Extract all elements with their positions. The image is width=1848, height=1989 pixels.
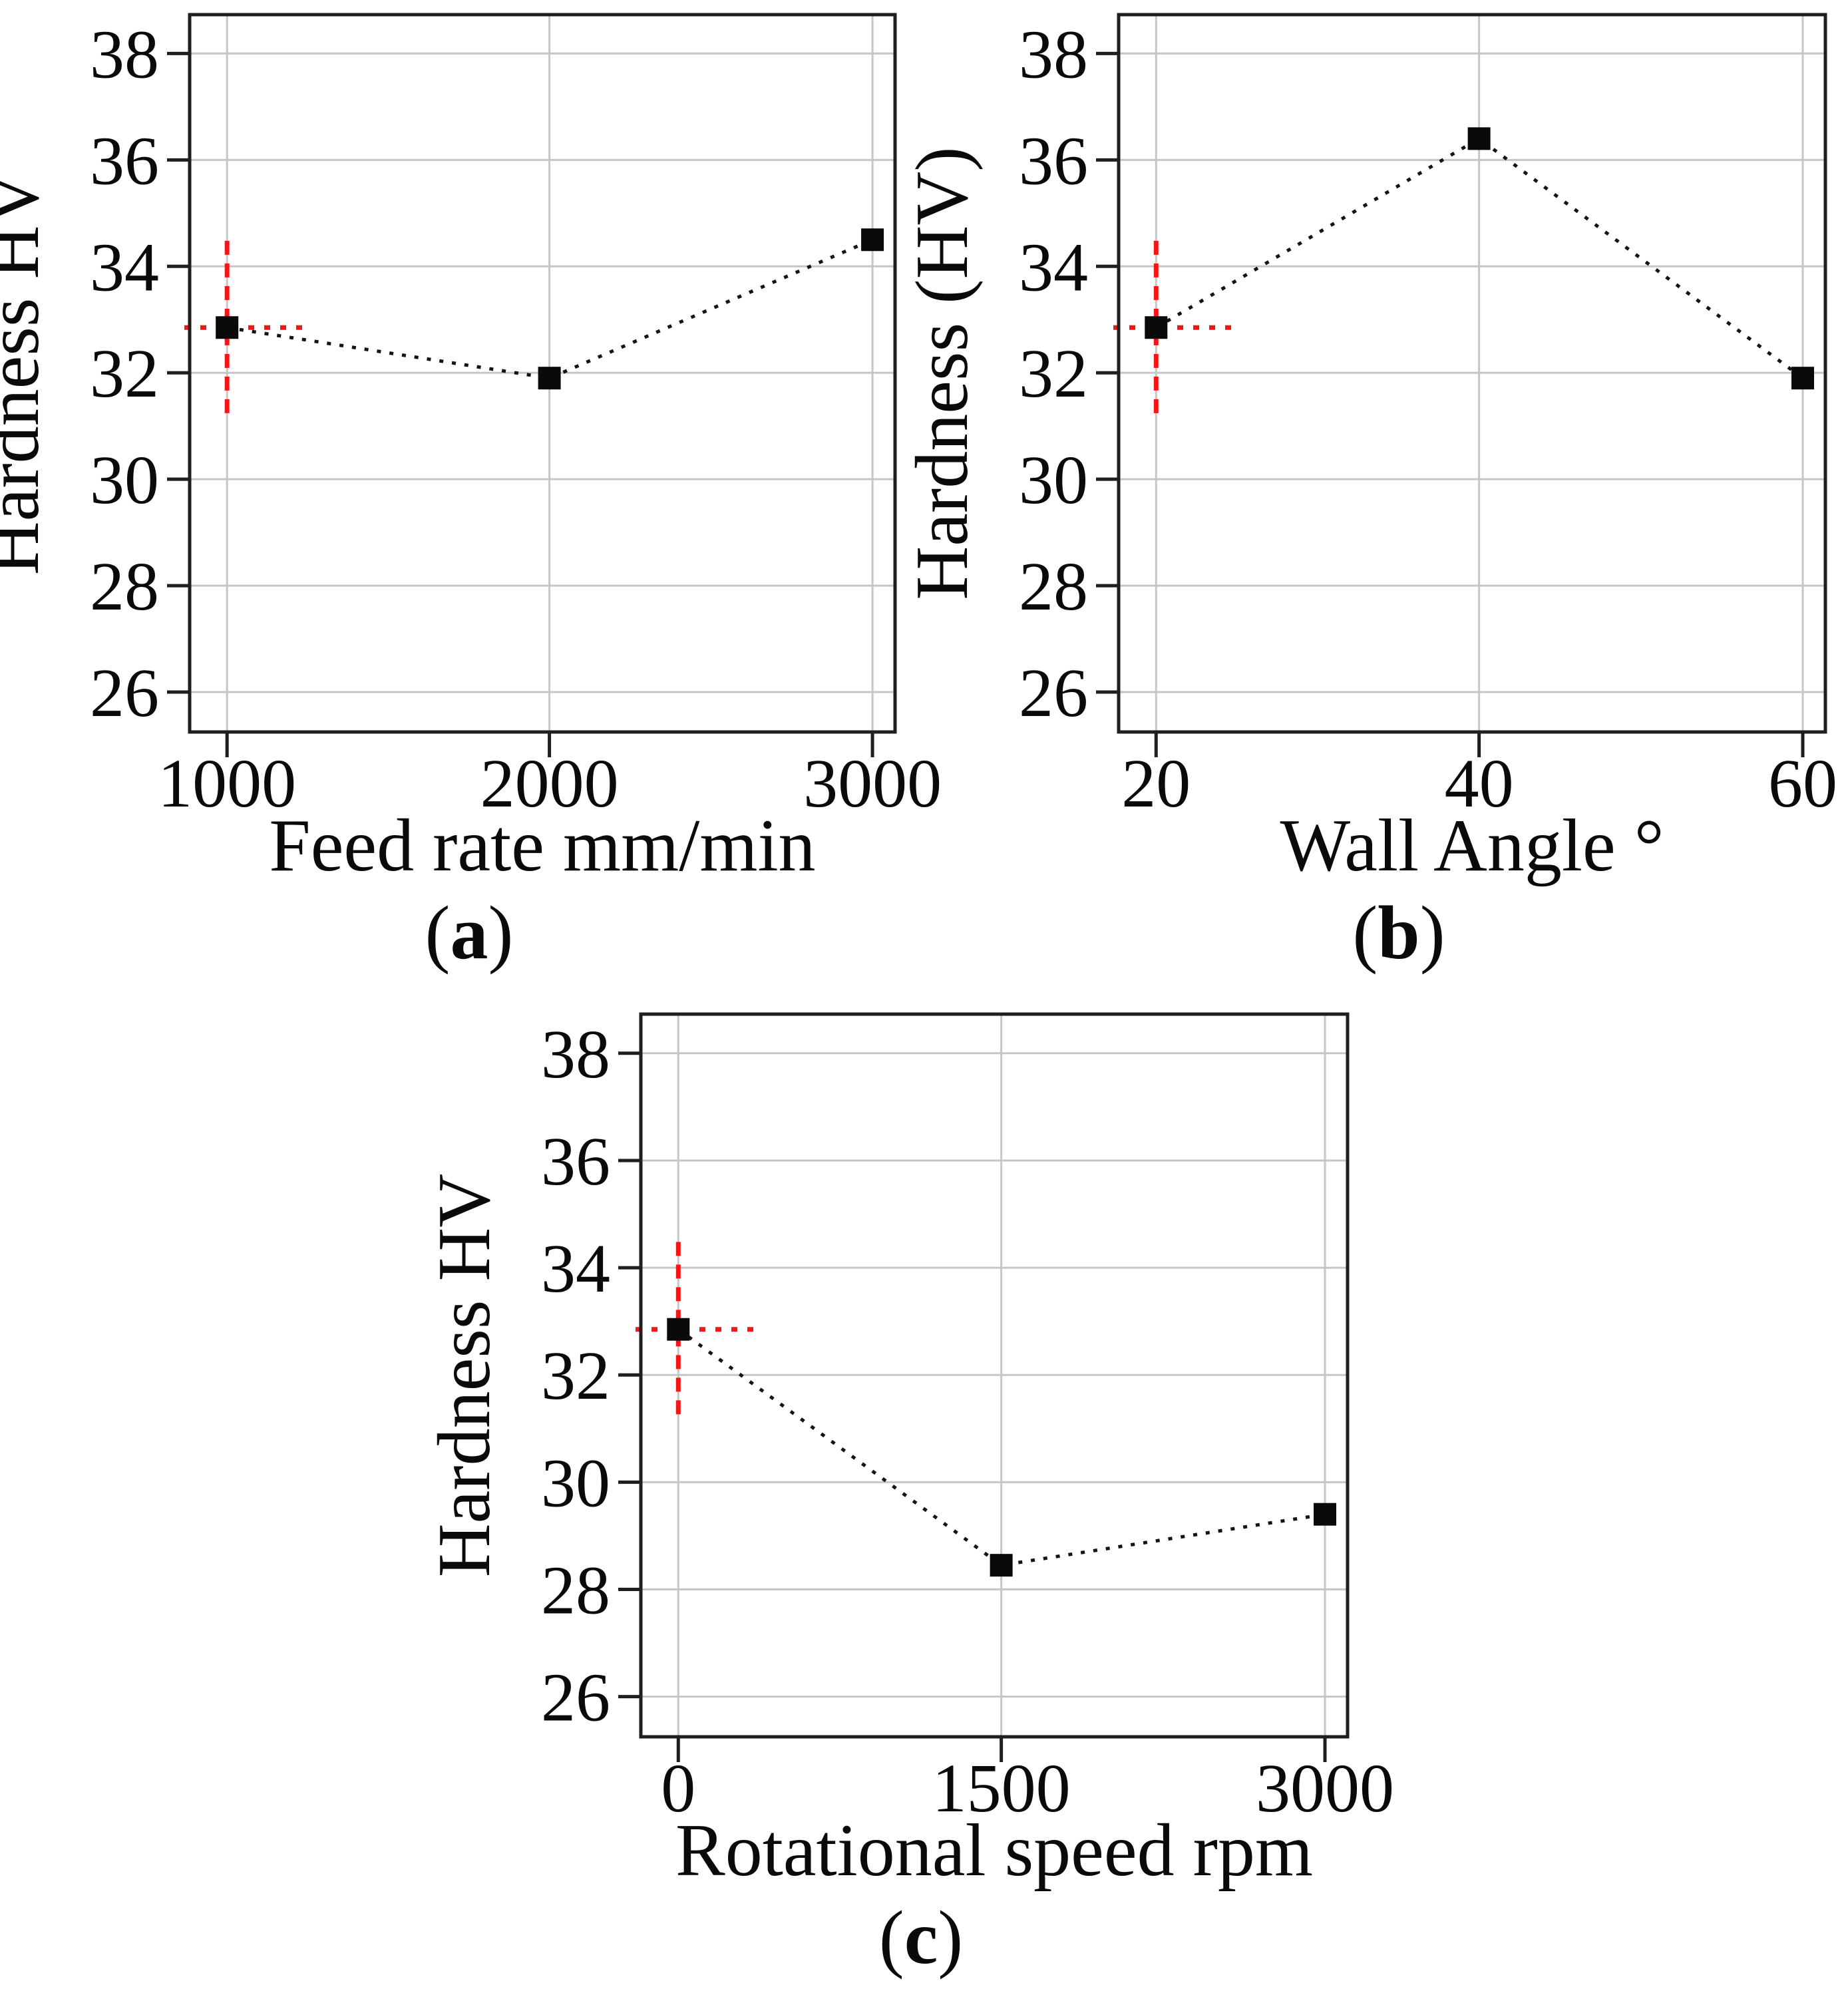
y-tick-label: 30 [90, 442, 159, 518]
y-tick-label: 26 [90, 655, 159, 731]
y-tick-label: 34 [1019, 229, 1088, 305]
chart-b: 38 36 34 32 30 28 26 20 40 60 Wall Angle ° Hardness… [901, 13, 1837, 975]
y-tick-label: 38 [541, 1016, 610, 1093]
subplot-caption: (c) [879, 1895, 964, 1980]
subplot-caption: (b) [1352, 890, 1445, 975]
x-tick-label: 3000 [803, 745, 942, 822]
y-tick-label: 38 [1019, 16, 1088, 92]
x-tick-label: 40 [1445, 745, 1514, 822]
y-tick-label: 30 [1019, 442, 1088, 518]
x-tick-label: 1000 [158, 745, 296, 822]
x-tick-label: 0 [661, 1750, 695, 1827]
data-point-marker [990, 1554, 1013, 1577]
y-tick-label: 34 [90, 229, 159, 305]
y-tick-label: 36 [1019, 122, 1088, 199]
y-tick-label: 32 [90, 335, 159, 412]
data-point-marker [1791, 367, 1815, 390]
data-point-marker [861, 228, 884, 252]
y-axis-title: Hardness (HV) [901, 146, 984, 600]
y-tick-label: 26 [1019, 655, 1088, 731]
x-axis-title: Feed rate mm/min [269, 805, 815, 887]
y-tick-label: 32 [541, 1338, 610, 1414]
y-tick-label: 36 [90, 122, 159, 199]
y-tick-label: 34 [541, 1230, 610, 1307]
subplot-caption: (a) [425, 890, 514, 975]
x-axis-title: Wall Angle ° [1280, 805, 1664, 887]
y-axis-title: Hardness HV [0, 172, 55, 576]
y-tick-label: 38 [90, 16, 159, 92]
y-axis-title: Hardness HV [423, 1174, 506, 1578]
x-tick-label: 20 [1121, 745, 1191, 822]
x-tick-label: 60 [1768, 745, 1837, 822]
y-tick-label: 36 [541, 1123, 610, 1200]
data-point-marker [667, 1318, 690, 1341]
y-tick-label: 28 [541, 1552, 610, 1628]
y-tick-label: 28 [1019, 548, 1088, 625]
data-point-marker [1145, 316, 1168, 339]
y-tick-label: 32 [1019, 335, 1088, 412]
data-point-marker [538, 367, 561, 390]
x-axis-title: Rotational speed rpm [675, 1809, 1313, 1892]
y-tick-label: 28 [90, 548, 159, 625]
x-tick-label: 2000 [480, 745, 619, 822]
y-tick-label: 26 [541, 1660, 610, 1736]
data-point-marker [1314, 1503, 1337, 1526]
x-tick-label: 3000 [1256, 1750, 1394, 1827]
data-point-marker [1467, 127, 1491, 150]
x-tick-label: 1500 [932, 1750, 1071, 1827]
y-tick-label: 30 [541, 1445, 610, 1521]
data-point-marker [216, 316, 239, 339]
